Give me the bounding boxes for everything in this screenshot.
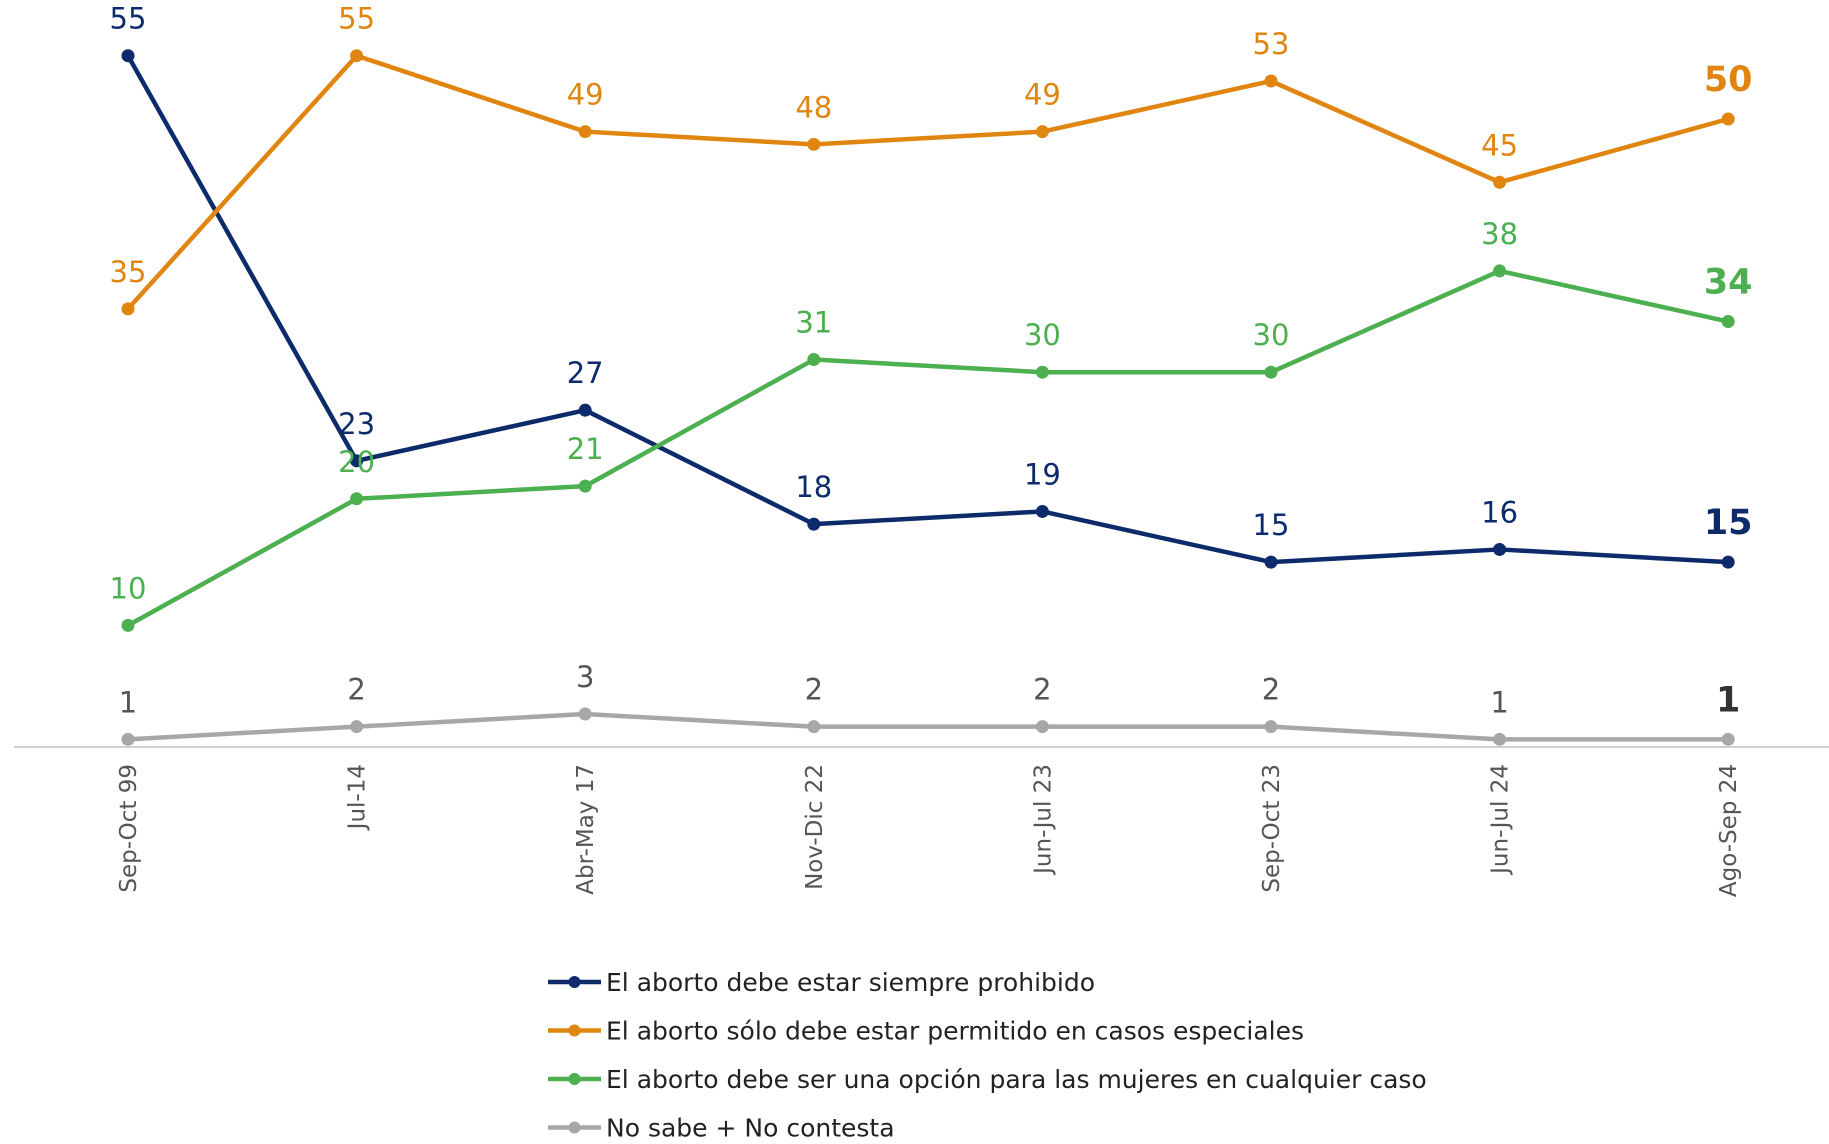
x-tick-label: Sep-Oct 99 bbox=[116, 764, 142, 893]
data-label: 2 bbox=[1033, 673, 1051, 707]
series-line bbox=[126, 53, 1729, 311]
x-tick-label: Jun-Jul 23 bbox=[1030, 764, 1056, 876]
data-point bbox=[1264, 365, 1278, 379]
x-tick-label: Jul-14 bbox=[345, 764, 371, 831]
data-point bbox=[807, 137, 821, 151]
data-label: 49 bbox=[1024, 78, 1061, 112]
data-point bbox=[807, 720, 821, 734]
data-label: 31 bbox=[795, 306, 832, 340]
data-label: 2 bbox=[347, 673, 365, 707]
data-label: 15 bbox=[1253, 508, 1290, 542]
data-point bbox=[1493, 175, 1507, 189]
data-point bbox=[1493, 732, 1507, 746]
data-point bbox=[807, 517, 821, 531]
x-tick-label: Abr-May 17 bbox=[573, 764, 599, 895]
data-point bbox=[1721, 315, 1735, 329]
data-label: 2 bbox=[805, 673, 823, 707]
data-point bbox=[1035, 720, 1049, 734]
data-label: 49 bbox=[567, 78, 604, 112]
data-label: 30 bbox=[1253, 318, 1290, 352]
data-label: 55 bbox=[338, 2, 375, 36]
x-tick-label: Nov-Dic 22 bbox=[802, 764, 828, 890]
data-point bbox=[350, 49, 364, 63]
data-point bbox=[121, 302, 135, 316]
data-point bbox=[578, 403, 592, 417]
legend-label: No sabe + No contesta bbox=[606, 1114, 895, 1141]
x-tick-label: Ago-Sep 24 bbox=[1716, 764, 1742, 897]
data-label: 55 bbox=[110, 2, 147, 36]
data-point bbox=[350, 454, 364, 468]
data-point bbox=[1721, 732, 1735, 746]
data-point bbox=[121, 732, 135, 746]
data-point bbox=[1035, 504, 1049, 518]
data-point bbox=[350, 720, 364, 734]
x-tick-label: Jun-Jul 24 bbox=[1488, 764, 1514, 876]
legend-swatch-dot bbox=[568, 1121, 581, 1134]
data-label: 19 bbox=[1024, 457, 1061, 491]
data-point bbox=[1721, 555, 1735, 569]
data-point bbox=[1264, 555, 1278, 569]
data-label: 20 bbox=[338, 445, 375, 479]
data-point bbox=[121, 49, 135, 63]
data-label: 38 bbox=[1481, 217, 1518, 251]
data-point bbox=[1493, 264, 1507, 278]
data-point bbox=[121, 618, 135, 632]
data-label-latest: 1 bbox=[1716, 680, 1740, 720]
data-label-latest: 34 bbox=[1704, 263, 1753, 303]
data-label: 53 bbox=[1253, 27, 1290, 61]
data-label: 3 bbox=[576, 660, 594, 694]
data-label: 23 bbox=[338, 407, 375, 441]
data-label: 1 bbox=[1490, 685, 1508, 719]
data-point bbox=[1264, 720, 1278, 734]
data-label: 21 bbox=[567, 432, 604, 466]
data-label: 2 bbox=[1262, 673, 1280, 707]
series-line bbox=[126, 268, 1729, 628]
data-point bbox=[578, 479, 592, 493]
legend-swatch-dot bbox=[568, 1073, 581, 1085]
data-point bbox=[1493, 542, 1507, 556]
data-point bbox=[1264, 74, 1278, 88]
data-label: 18 bbox=[795, 470, 832, 504]
legend-label: El aborto debe estar siempre prohibido bbox=[606, 968, 1095, 997]
series-line bbox=[126, 54, 1729, 565]
data-label-latest: 15 bbox=[1704, 503, 1753, 543]
data-point bbox=[578, 707, 592, 721]
legend-swatch-dot bbox=[568, 976, 581, 988]
data-label: 27 bbox=[567, 356, 604, 390]
data-point bbox=[807, 353, 821, 367]
data-point bbox=[1035, 365, 1049, 379]
data-point bbox=[350, 492, 364, 506]
x-tick-label: Sep-Oct 23 bbox=[1259, 764, 1285, 893]
data-point bbox=[578, 125, 592, 139]
data-label: 10 bbox=[110, 571, 147, 605]
data-label-latest: 50 bbox=[1704, 60, 1753, 100]
data-point bbox=[1035, 125, 1049, 139]
data-label: 45 bbox=[1481, 128, 1518, 162]
data-point bbox=[1721, 112, 1735, 126]
data-label: 30 bbox=[1024, 318, 1061, 352]
data-label: 35 bbox=[110, 255, 147, 289]
series-line bbox=[127, 711, 1729, 742]
legend-label: El aborto sólo debe estar permitido en c… bbox=[606, 1017, 1304, 1046]
data-label: 16 bbox=[1481, 495, 1518, 529]
legend-label: El aborto debe ser una opción para las m… bbox=[606, 1065, 1427, 1094]
data-label: 1 bbox=[119, 685, 137, 719]
data-label: 48 bbox=[795, 90, 832, 124]
legend-swatch-dot bbox=[568, 1024, 581, 1037]
